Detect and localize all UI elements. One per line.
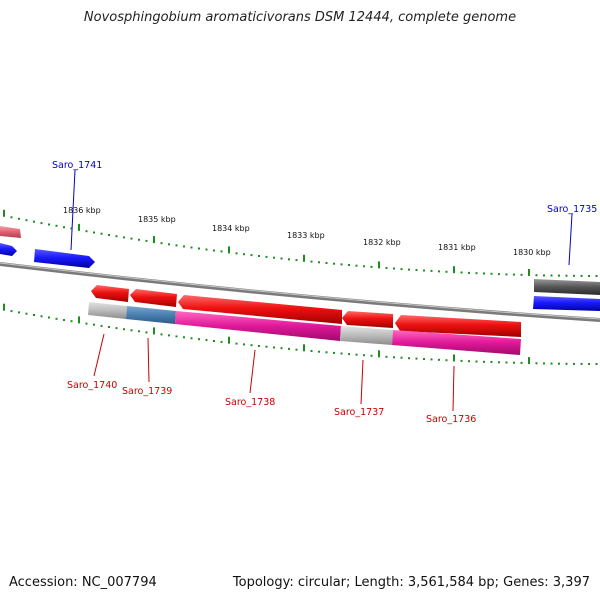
feature-band-steel[interactable] [126,306,176,324]
gene-arrow-saro-1735[interactable] [533,296,600,311]
leader-line [147,337,150,383]
genome-backbone-highlight [0,262,600,320]
leader-line [568,213,573,266]
gene-arrow-saro-1739[interactable] [130,289,177,307]
gene-label-saro-1740[interactable]: Saro_1740 [67,380,117,391]
feature-band-magenta[interactable] [175,311,341,341]
kbp-scale-outer [3,209,598,277]
gene-label-saro-1739[interactable]: Saro_1739 [122,386,172,397]
kbp-label: 1836 kbp [63,206,101,215]
topology-text: Topology: circular; Length: 3,561,584 bp… [232,575,590,590]
gene-labels: Saro_1741 Saro_1735 Saro_1740 Saro_1739 … [52,160,597,425]
feature-band-magenta[interactable] [392,330,521,355]
gene-arrow-saro-1737[interactable] [342,311,393,328]
gene-arrow-saro-1741[interactable] [34,249,95,268]
kbp-label: 1835 kbp [138,215,176,224]
kbp-label: 1832 kbp [363,238,401,247]
gene-arrow-saro-1740[interactable] [91,285,129,302]
label-leaders [70,169,573,412]
kbp-label: 1831 kbp [438,243,476,252]
kbp-labels: 1836 kbp 1835 kbp 1834 kbp 1833 kbp 1832… [63,206,551,257]
leader-line [452,365,455,412]
feature-band-gray[interactable] [88,302,127,319]
gene-label-saro-1737[interactable]: Saro_1737 [334,407,384,418]
kbp-scale-inner [3,303,598,365]
map-title: Novosphingobium aromaticivorans DSM 1244… [83,10,517,25]
gene-label-saro-1736[interactable]: Saro_1736 [426,414,476,425]
gene-arrow-saro-1736[interactable] [395,315,521,337]
leader-line [249,349,256,394]
feature-bands [88,302,521,355]
reverse-strand-genes [91,285,521,337]
gene-arrow-saro-1738[interactable] [178,295,342,324]
feature-band-gray[interactable] [340,326,393,345]
gene-label-saro-1738[interactable]: Saro_1738 [225,397,275,408]
gene-arrow-forward[interactable] [0,243,17,256]
kbp-label: 1834 kbp [212,224,250,233]
genome-backbone [0,262,600,322]
leader-line [360,359,364,405]
kbp-label: 1833 kbp [287,231,325,240]
gene-label-saro-1735[interactable]: Saro_1735 [547,204,597,215]
gene-label-saro-1741[interactable]: Saro_1741 [52,160,102,171]
kbp-label: 1830 kbp [513,248,551,257]
forward-strand-genes [0,226,600,311]
leader-line [93,333,105,377]
gene-arrow-forward[interactable] [0,226,21,238]
accession-text: Accession: NC_007794 [9,575,157,590]
leader-line [70,169,76,251]
gene-block-forward[interactable] [534,279,600,295]
